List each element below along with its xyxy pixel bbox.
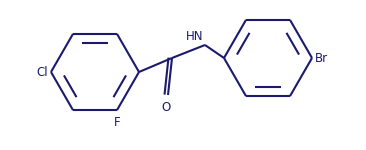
Text: Cl: Cl — [36, 66, 48, 78]
Text: Br: Br — [315, 51, 328, 64]
Text: O: O — [161, 101, 171, 114]
Text: F: F — [114, 116, 120, 129]
Text: HN: HN — [186, 30, 203, 43]
